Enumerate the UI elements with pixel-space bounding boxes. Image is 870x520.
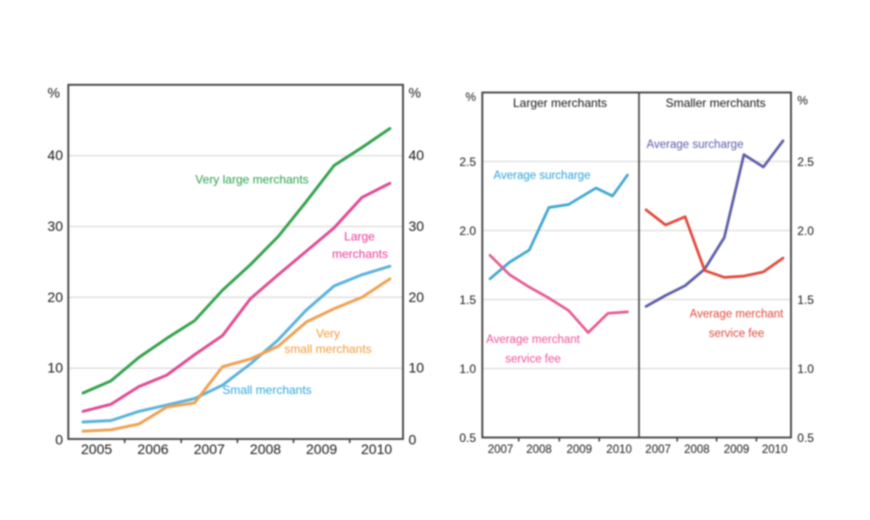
svg-text:%: % [465,90,476,104]
svg-text:2006: 2006 [137,441,168,457]
svg-text:2008: 2008 [526,444,552,456]
svg-text:2009: 2009 [724,444,750,456]
svg-text:20: 20 [409,289,425,305]
svg-text:service fee: service fee [505,353,561,365]
svg-text:40: 40 [409,147,425,163]
svg-text:Large: Large [344,229,375,243]
svg-text:%: % [48,85,60,101]
svg-text:20: 20 [47,289,63,305]
svg-text:2.0: 2.0 [459,224,476,238]
svg-text:2.5: 2.5 [459,155,476,169]
svg-text:merchants: merchants [332,247,388,261]
svg-text:Very: Very [316,327,340,341]
svg-text:2008: 2008 [684,444,710,456]
svg-text:0.5: 0.5 [797,431,814,445]
svg-text:2010: 2010 [606,444,632,456]
svg-text:10: 10 [409,360,425,376]
svg-text:2007: 2007 [645,444,671,456]
svg-text:2005: 2005 [81,441,112,457]
svg-text:2007: 2007 [194,441,225,457]
svg-text:40: 40 [47,147,63,163]
svg-text:2.0: 2.0 [797,224,814,238]
svg-text:30: 30 [409,218,425,234]
svg-text:1.0: 1.0 [797,362,814,376]
svg-text:Average surcharge: Average surcharge [494,170,591,182]
svg-text:2009: 2009 [567,444,593,456]
svg-text:Average merchant: Average merchant [690,309,785,321]
svg-text:2008: 2008 [250,441,281,457]
svg-text:0: 0 [55,432,63,448]
svg-text:1.5: 1.5 [459,293,476,307]
svg-text:small merchants: small merchants [284,342,371,356]
svg-text:2009: 2009 [306,441,337,457]
svg-text:2010: 2010 [361,441,392,457]
svg-text:2007: 2007 [488,444,514,456]
svg-text:Larger merchants: Larger merchants [513,96,607,110]
svg-text:1.5: 1.5 [797,293,814,307]
svg-text:2.5: 2.5 [797,155,814,169]
svg-text:Very large merchants: Very large merchants [195,172,308,186]
svg-text:2010: 2010 [762,444,788,456]
svg-text:Small merchants: Small merchants [222,383,311,397]
svg-text:%: % [797,94,808,108]
svg-text:Average surcharge: Average surcharge [647,139,744,151]
svg-text:service fee: service fee [709,328,765,340]
svg-text:0.5: 0.5 [459,431,476,445]
svg-text:Average merchant: Average merchant [486,334,581,346]
svg-text:10: 10 [47,360,63,376]
svg-text:%: % [409,85,421,101]
svg-text:Smaller merchants: Smaller merchants [666,96,766,110]
svg-text:30: 30 [47,218,63,234]
svg-text:1.0: 1.0 [459,362,476,376]
svg-text:0: 0 [409,432,417,448]
